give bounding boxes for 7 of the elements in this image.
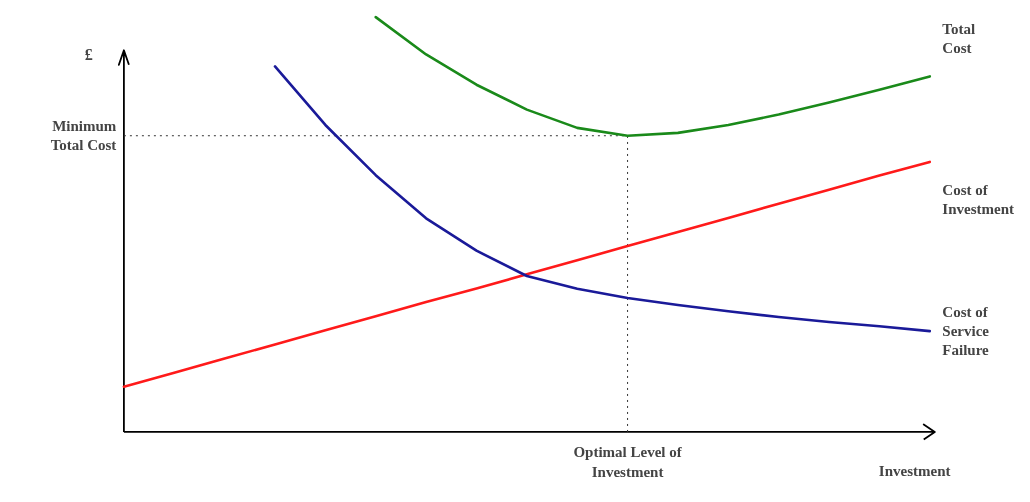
text: Optimal Level of Investment bbox=[573, 444, 683, 480]
ref-line-label: Minimum Total Cost bbox=[50, 118, 117, 154]
series-label: Total Cost bbox=[942, 20, 976, 57]
y-axis-title: £ bbox=[84, 45, 93, 63]
series-label: Cost of Investment bbox=[942, 182, 1015, 218]
x-axis-title: Investment bbox=[878, 463, 951, 480]
series-label: Cost of Service Failure bbox=[942, 303, 990, 359]
